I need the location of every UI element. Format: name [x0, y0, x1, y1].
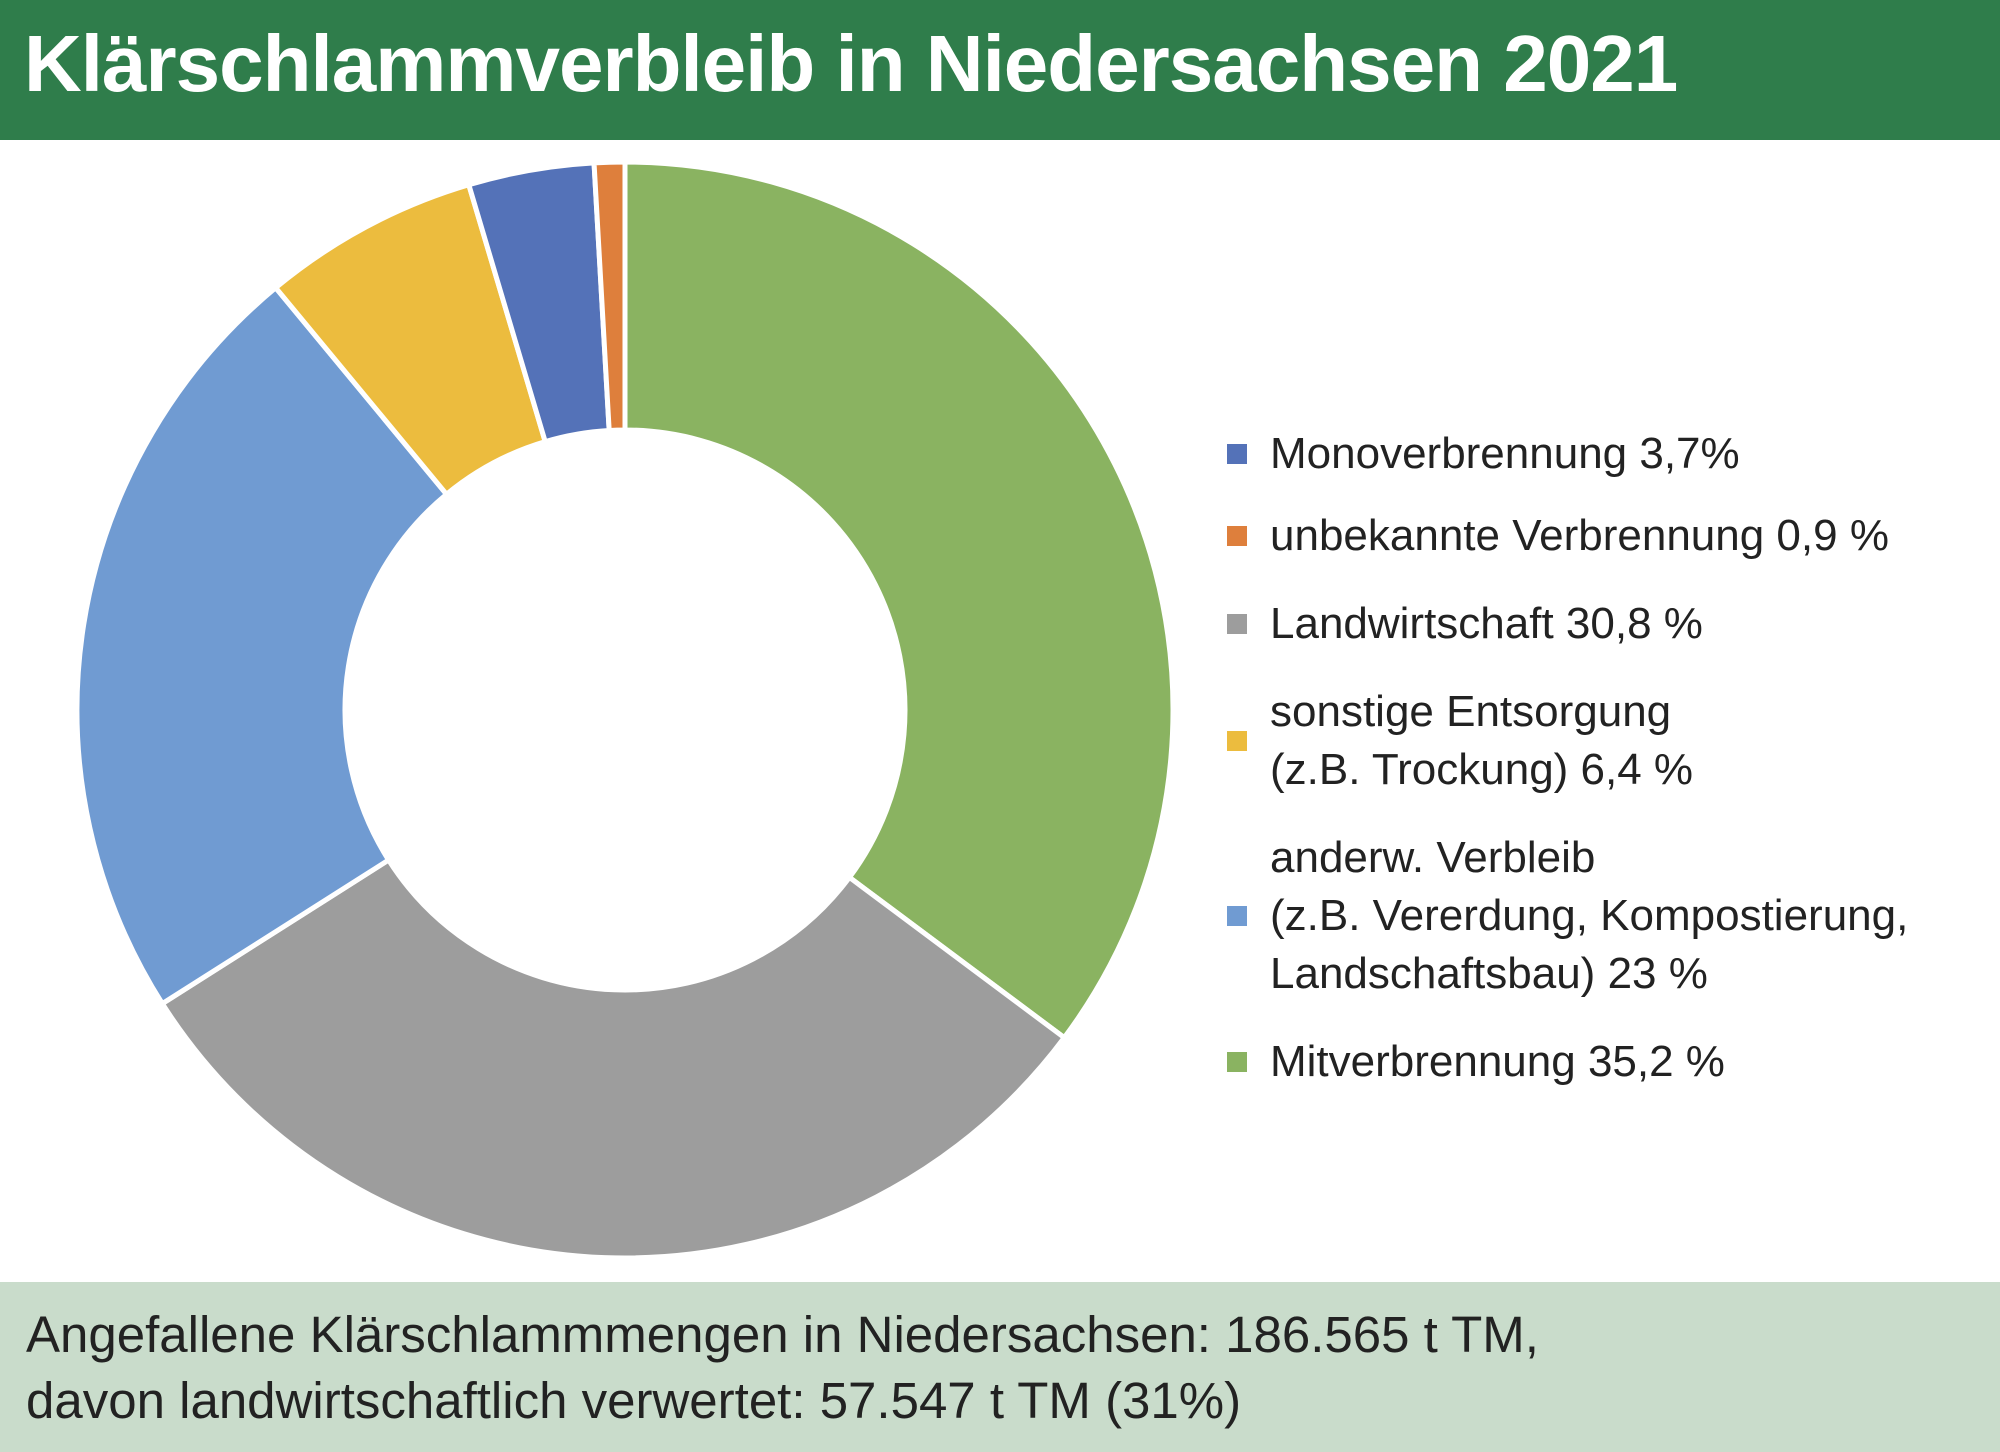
chart-title: Klärschlammverbleib in Niedersachsen 202…	[24, 19, 1678, 108]
legend-item: sonstige Entsorgung (z.B. Trockung) 6,4 …	[1225, 683, 1985, 799]
legend-label: sonstige Entsorgung (z.B. Trockung) 6,4 …	[1270, 687, 1694, 794]
donut-slice-6	[591, 159, 628, 433]
legend-item: Landwirtschaft 30,8 %	[1225, 595, 1985, 653]
donut-slice-3	[74, 285, 450, 1007]
title-bar: Klärschlammverbleib in Niedersachsen 202…	[0, 0, 2000, 140]
donut-slice-1	[622, 159, 1176, 1041]
legend-swatch	[1227, 1052, 1247, 1072]
legend-item: anderw. Verbleib (z.B. Vererdung, Kompos…	[1225, 829, 1985, 1003]
legend-label: Monoverbrennung 3,7%	[1270, 429, 1740, 478]
legend-label: Landwirtschaft 30,8 %	[1270, 599, 1703, 648]
footer-line-1: Angefallene Klärschlammmengen in Nieders…	[26, 1306, 1539, 1363]
legend-swatch	[1227, 444, 1247, 464]
footer-line-2: davon landwirtschaftlich verwertet: 57.5…	[26, 1372, 1242, 1429]
donut-slice-2	[159, 857, 1067, 1261]
legend-swatch	[1227, 526, 1247, 546]
footer-text: Angefallene Klärschlammmengen in Nieders…	[26, 1302, 1539, 1434]
legend-item: unbekannte Verbrennung 0,9 %	[1225, 507, 1985, 565]
legend-swatch	[1227, 614, 1247, 634]
legend-swatch	[1227, 906, 1247, 926]
legend-label: unbekannte Verbrennung 0,9 %	[1270, 511, 1889, 560]
footer: Angefallene Klärschlammmengen in Nieders…	[0, 1282, 2000, 1452]
legend-swatch	[1227, 731, 1247, 751]
legend-item: Mitverbrennung 35,2 %	[1225, 1033, 1985, 1091]
legend-item: Monoverbrennung 3,7%	[1225, 425, 1985, 483]
legend: Monoverbrennung 3,7% unbekannte Verbrennu…	[1225, 425, 1985, 1091]
donut-slices	[74, 159, 1176, 1261]
legend-label: Mitverbrennung 35,2 %	[1270, 1037, 1725, 1086]
legend-label: anderw. Verbleib (z.B. Vererdung, Kompos…	[1270, 833, 1909, 998]
donut-chart	[74, 159, 1176, 1261]
